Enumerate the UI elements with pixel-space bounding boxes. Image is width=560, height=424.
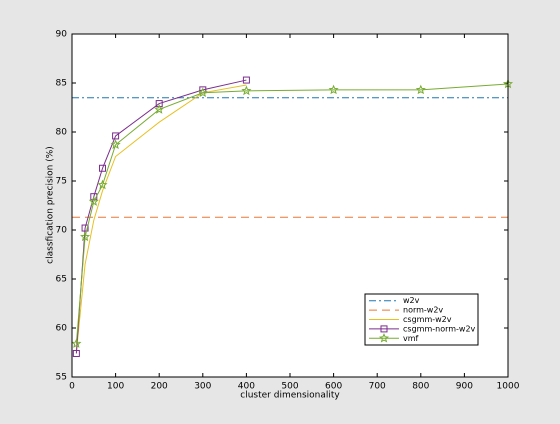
series-line [75, 83, 509, 344]
marker [81, 224, 89, 232]
y-tick-label: 80 [56, 128, 68, 138]
x-tick-label: 1000 [497, 382, 520, 392]
marker [379, 333, 389, 343]
marker [328, 84, 339, 95]
axes-box [71, 33, 509, 378]
x-tick-label: 200 [151, 382, 168, 392]
y-tick-label: 55 [56, 373, 67, 383]
y-tick-label: 70 [56, 226, 68, 236]
x-tick-label: 700 [369, 382, 386, 392]
series-line [75, 84, 247, 353]
x-axis-label: cluster dimensionality [240, 391, 340, 401]
marker [71, 338, 82, 348]
legend-label: w2v [403, 296, 420, 305]
y-tick-label: 75 [56, 177, 67, 187]
legend-label: csgmm-w2v [403, 315, 452, 324]
x-tick-label: 800 [412, 382, 429, 392]
marker [72, 349, 80, 357]
legend-label: norm-w2v [403, 306, 443, 315]
x-tick-label: 300 [194, 382, 211, 392]
x-tick-label: 100 [107, 382, 124, 392]
marker [154, 104, 165, 114]
marker [99, 164, 107, 172]
x-tick-label: 400 [238, 382, 255, 392]
marker [197, 87, 208, 98]
series-line [75, 79, 247, 354]
marker [415, 84, 426, 95]
y-tick-label: 85 [56, 79, 67, 89]
marker [110, 139, 121, 150]
marker [112, 132, 120, 140]
marker [241, 85, 252, 96]
y-axis-label: classfication precision (%) [46, 146, 56, 264]
x-tick-label: 600 [325, 382, 342, 392]
y-tick-label: 90 [56, 30, 68, 40]
marker [380, 325, 388, 333]
x-tick-label: 500 [281, 382, 298, 392]
y-tick-label: 65 [56, 275, 67, 285]
marker [80, 231, 91, 242]
marker [242, 76, 250, 84]
legend-label: csgmm-norm-w2v [403, 324, 476, 333]
x-tick-label: 0 [69, 382, 75, 392]
x-tick-label: 900 [456, 382, 473, 392]
legend-label: vmf [403, 334, 419, 343]
marker [88, 196, 99, 206]
y-tick-label: 60 [56, 324, 68, 334]
marker [97, 179, 108, 190]
